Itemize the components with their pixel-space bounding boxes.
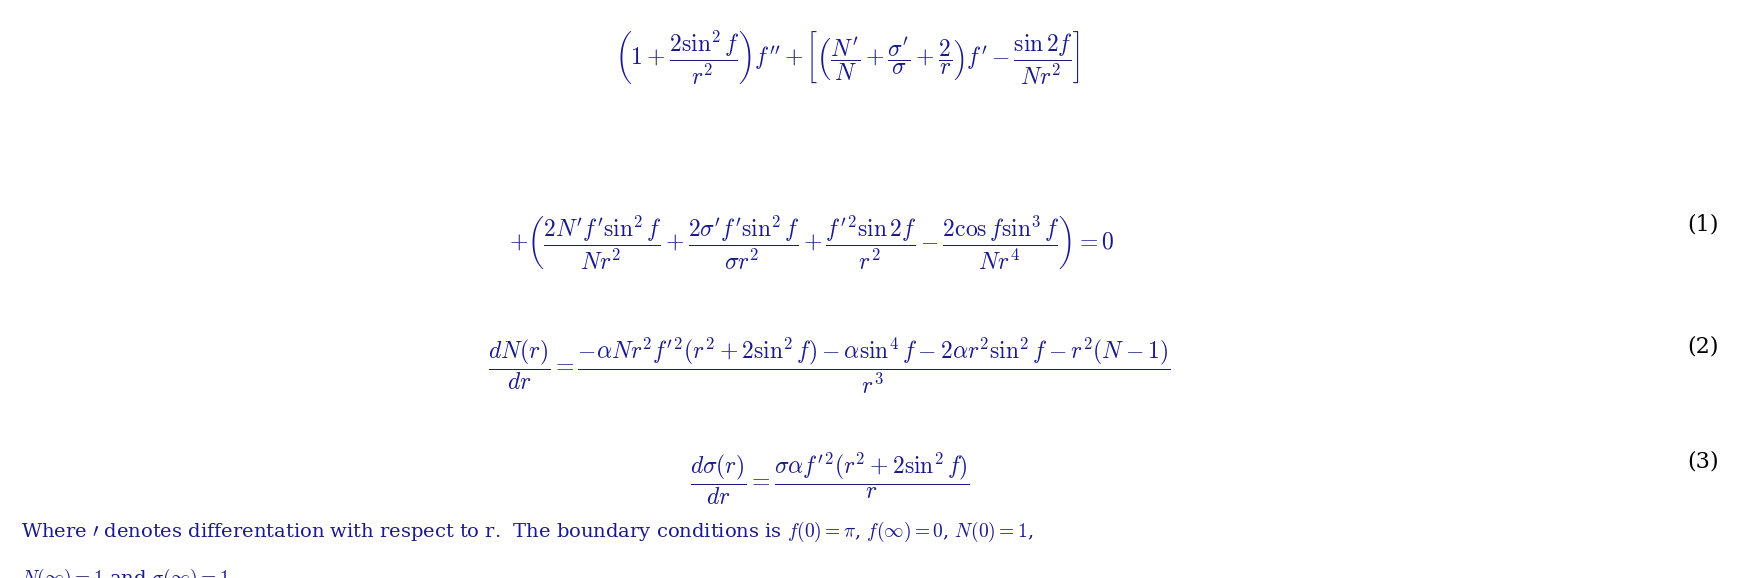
Text: (2): (2) bbox=[1686, 335, 1718, 357]
Text: $\dfrac{d\sigma(r)}{dr} = \dfrac{\sigma\alpha f'^2(r^2+2\sin^2 f)}{r}$: $\dfrac{d\sigma(r)}{dr} = \dfrac{\sigma\… bbox=[690, 451, 968, 507]
Text: Where $\mathit{\prime}$ denotes differentation with respect to r.  The boundary : Where $\mathit{\prime}$ denotes differen… bbox=[21, 520, 1034, 544]
Text: $\left(1+\dfrac{2\sin^2 f}{r^2}\right)f'' + \left[\left(\dfrac{N'}{N}+\dfrac{\si: $\left(1+\dfrac{2\sin^2 f}{r^2}\right)f'… bbox=[614, 29, 1080, 87]
Text: (3): (3) bbox=[1686, 451, 1718, 473]
Text: (1): (1) bbox=[1686, 214, 1718, 236]
Text: $\dfrac{dN(r)}{dr} = \dfrac{-\alpha Nr^2f'^2(r^2+2\sin^2 f) - \alpha \sin^4 f - : $\dfrac{dN(r)}{dr} = \dfrac{-\alpha Nr^2… bbox=[489, 335, 1170, 396]
Text: $N(\infty) = 1$ and $\sigma(\infty) = 1$.: $N(\infty) = 1$ and $\sigma(\infty) = 1$… bbox=[21, 566, 236, 578]
Text: $+\left(\dfrac{2N'f'\sin^2 f}{Nr^2}+\dfrac{2\sigma' f'\sin^2 f}{\sigma r^2}+\dfr: $+\left(\dfrac{2N'f'\sin^2 f}{Nr^2}+\dfr… bbox=[510, 214, 1113, 272]
